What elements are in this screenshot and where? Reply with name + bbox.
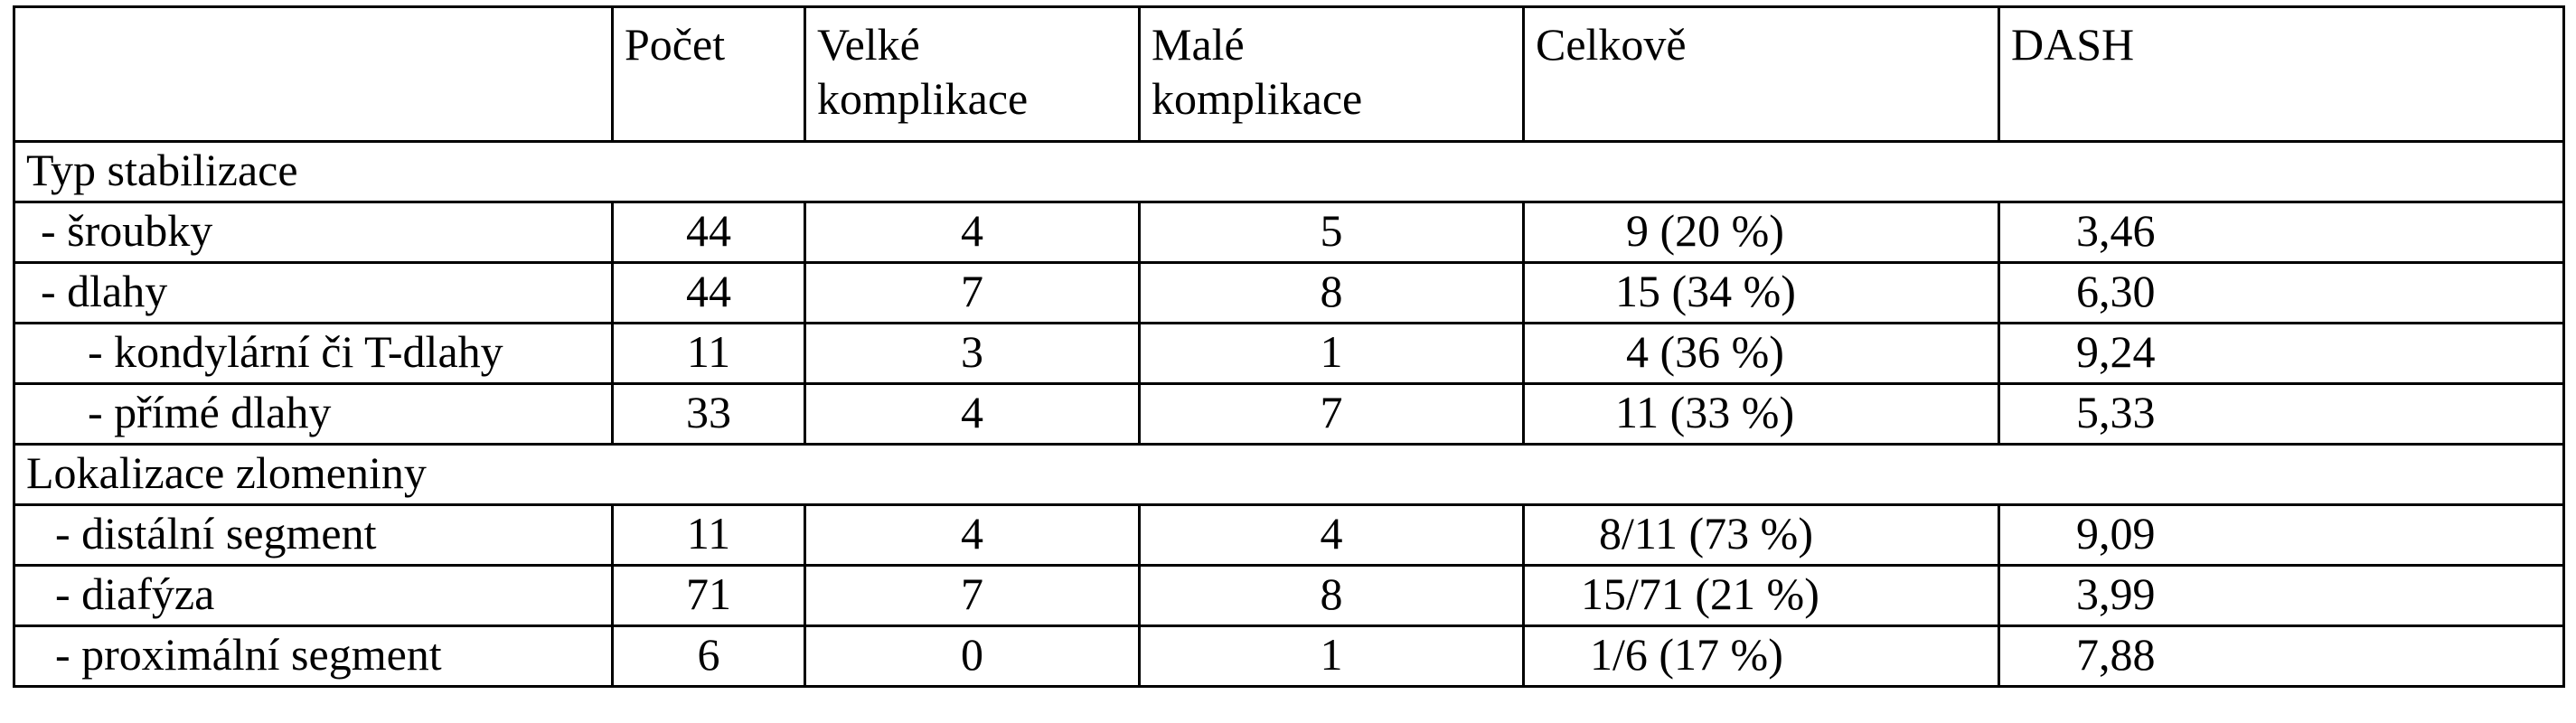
header-row: Počet Velké komplikace Malé komplikace C…	[13, 5, 2565, 143]
cell-major: 7	[804, 261, 1141, 324]
cell-dash: 6,30	[1998, 261, 2565, 324]
cell-total: 15 (34 %)	[1522, 261, 2000, 324]
cell-minor: 8	[1138, 261, 1525, 324]
row-label: - distální segment	[13, 503, 614, 567]
cell-dash: 9,09	[1998, 503, 2565, 567]
cell-count: 11	[611, 322, 806, 385]
table-row: - kondylární či T-dlahy 11 3 1 4 (36 %) …	[13, 322, 2565, 385]
cell-total: 9 (20 %)	[1522, 201, 2000, 264]
header-dash: DASH	[1998, 5, 2565, 143]
header-total: Celkově	[1522, 5, 2000, 143]
cell-major: 4	[804, 201, 1141, 264]
cell-major: 0	[804, 624, 1141, 688]
cell-dash: 3,99	[1998, 564, 2565, 627]
cell-dash: 9,24	[1998, 322, 2565, 385]
row-label: - diafýza	[13, 564, 614, 627]
cell-minor: 1	[1138, 322, 1525, 385]
row-label: - proximální segment	[13, 624, 614, 688]
row-label: - dlahy	[13, 261, 614, 324]
cell-major: 3	[804, 322, 1141, 385]
header-label	[13, 5, 614, 143]
cell-dash: 7,88	[1998, 624, 2565, 688]
row-label: - šroubky	[13, 201, 614, 264]
cell-minor: 8	[1138, 564, 1525, 627]
cell-minor: 5	[1138, 201, 1525, 264]
cell-minor: 1	[1138, 624, 1525, 688]
header-minor-complications: Malé komplikace	[1138, 5, 1525, 143]
cell-major: 7	[804, 564, 1141, 627]
table-row: - přímé dlahy 33 4 7 11 (33 %) 5,33	[13, 382, 2565, 446]
cell-total: 4 (36 %)	[1522, 322, 2000, 385]
results-table: Počet Velké komplikace Malé komplikace C…	[13, 5, 2565, 688]
cell-dash: 5,33	[1998, 382, 2565, 446]
cell-total: 8/11 (73 %)	[1522, 503, 2000, 567]
cell-dash: 3,46	[1998, 201, 2565, 264]
cell-count: 44	[611, 201, 806, 264]
table-row: - proximální segment 6 0 1 1/6 (17 %) 7,…	[13, 624, 2565, 688]
row-label: - přímé dlahy	[13, 382, 614, 446]
cell-count: 71	[611, 564, 806, 627]
cell-minor: 7	[1138, 382, 1525, 446]
row-label: - kondylární či T-dlahy	[13, 322, 614, 385]
cell-major: 4	[804, 503, 1141, 567]
table-row: - distální segment 11 4 4 8/11 (73 %) 9,…	[13, 503, 2565, 567]
cell-total: 1/6 (17 %)	[1522, 624, 2000, 688]
section-row: Typ stabilizace	[13, 140, 2565, 203]
cell-total: 11 (33 %)	[1522, 382, 2000, 446]
table-row: - dlahy 44 7 8 15 (34 %) 6,30	[13, 261, 2565, 324]
header-major-text: Velké komplikace	[817, 19, 1029, 124]
cell-count: 44	[611, 261, 806, 324]
header-major-complications: Velké komplikace	[804, 5, 1141, 143]
cell-count: 33	[611, 382, 806, 446]
table-row: - šroubky 44 4 5 9 (20 %) 3,46	[13, 201, 2565, 264]
header-count: Počet	[611, 5, 806, 143]
section-row: Lokalizace zlomeniny	[13, 443, 2565, 506]
cell-count: 6	[611, 624, 806, 688]
table-row: - diafýza 71 7 8 15/71 (21 %) 3,99	[13, 564, 2565, 627]
cell-total: 15/71 (21 %)	[1522, 564, 2000, 627]
cell-minor: 4	[1138, 503, 1525, 567]
header-minor-text: Malé komplikace	[1152, 19, 1363, 124]
cell-count: 11	[611, 503, 806, 567]
cell-major: 4	[804, 382, 1141, 446]
section-title: Lokalizace zlomeniny	[13, 443, 2565, 506]
section-title: Typ stabilizace	[13, 140, 2565, 203]
